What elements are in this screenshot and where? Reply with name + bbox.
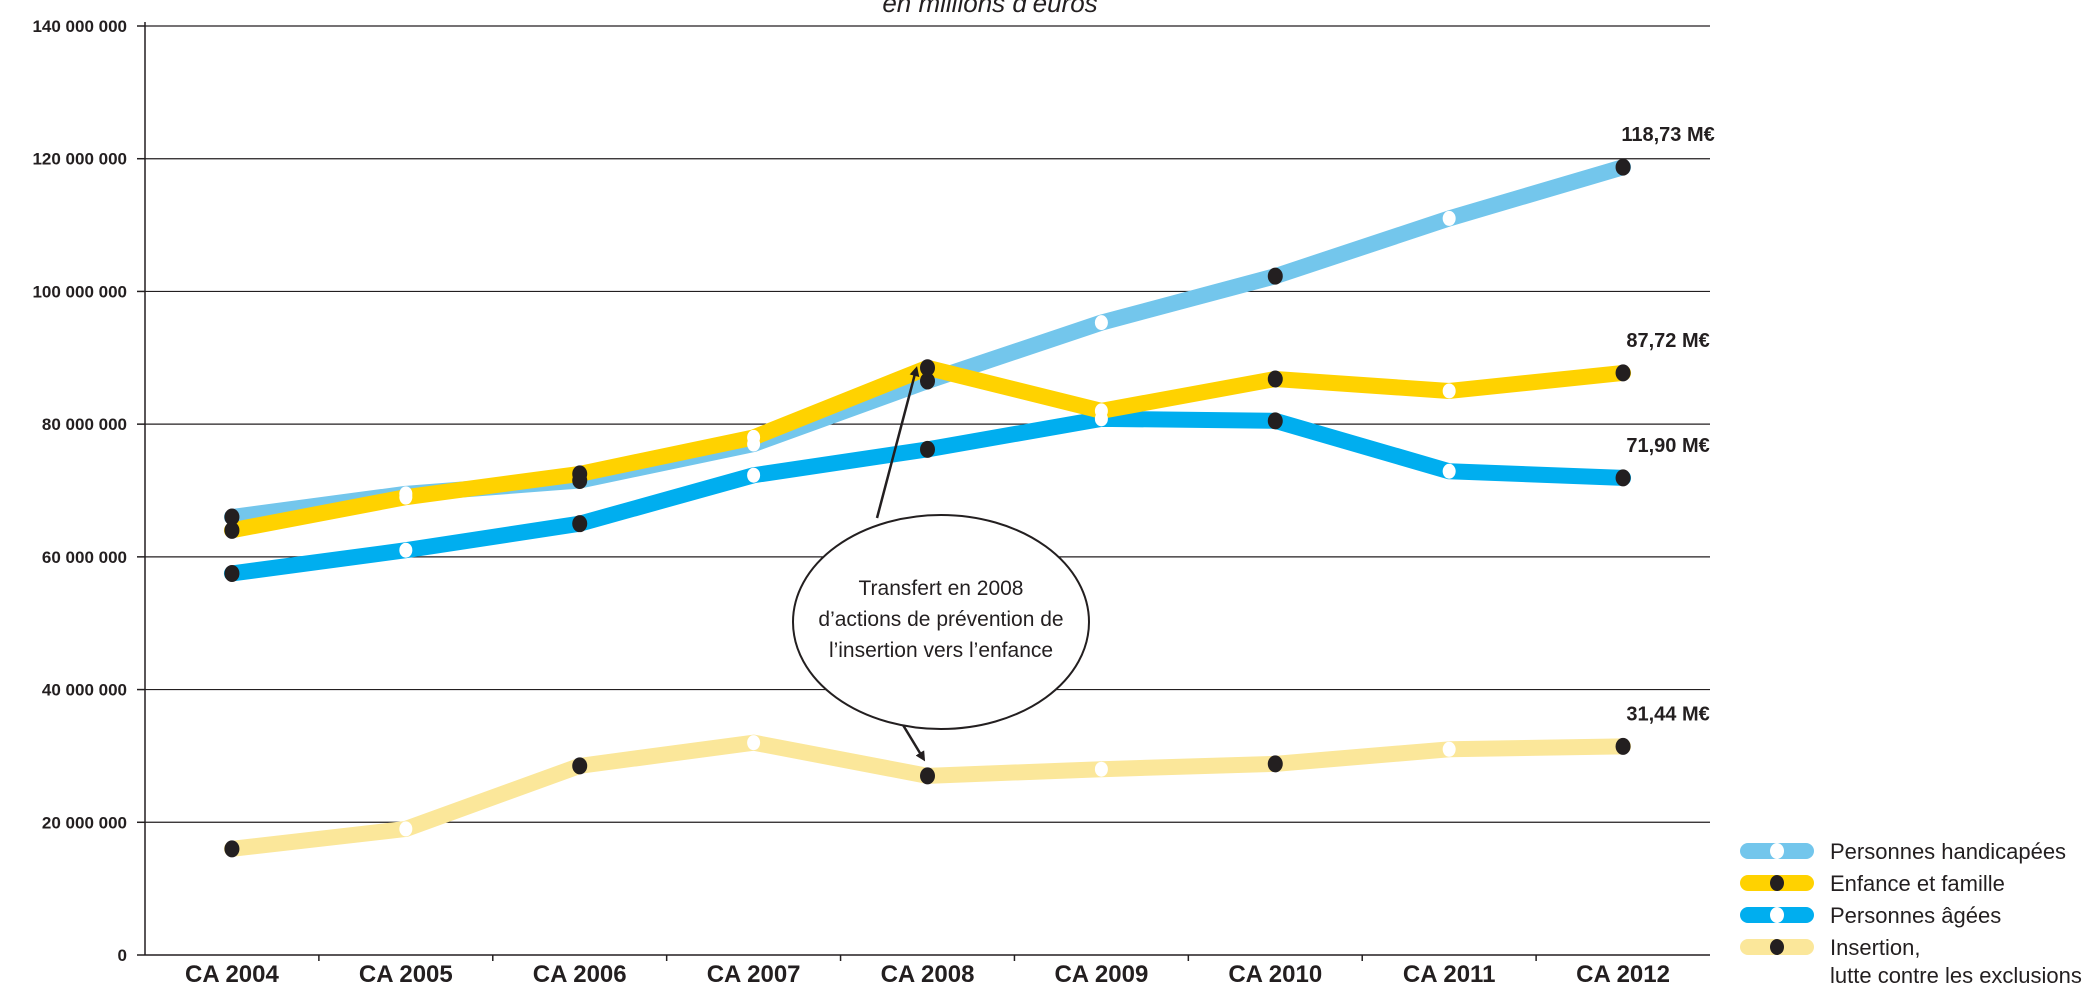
y-tick-label: 80 000 000 <box>42 415 127 434</box>
data-point <box>572 515 588 533</box>
x-tick-label: CA 2009 <box>1054 961 1148 987</box>
data-point <box>1615 737 1631 755</box>
data-point <box>920 359 935 377</box>
data-point <box>747 735 761 751</box>
x-tick-label: CA 2006 <box>533 961 627 987</box>
data-point <box>1267 370 1283 388</box>
data-point <box>747 467 761 483</box>
x-tick-label: CA 2011 <box>1403 961 1496 987</box>
data-point <box>1267 412 1283 430</box>
y-tick-label: 120 000 000 <box>32 150 127 169</box>
legend: Personnes handicapées Enfance et famille P… <box>1740 839 2082 987</box>
end-value-label: 118,73 M€ <box>1621 124 1714 146</box>
data-point <box>1442 210 1456 226</box>
legend-marker <box>1770 843 1784 859</box>
legend-marker <box>1770 875 1784 891</box>
data-point <box>1615 469 1631 487</box>
series-line-3 <box>223 734 1632 857</box>
annotation-line-2: d’actions de prévention de <box>818 608 1063 631</box>
legend-label: Insertion, <box>1830 935 1921 960</box>
data-point <box>1094 315 1108 331</box>
data-point <box>224 840 240 858</box>
data-point <box>1094 761 1108 777</box>
data-point <box>224 564 240 582</box>
x-tick-label: CA 2010 <box>1228 961 1322 987</box>
y-tick-label: 100 000 000 <box>32 282 127 301</box>
x-axis: CA 2004 CA 2005 CA 2006 CA 2007 CA 2008 CA 20… <box>145 954 1710 987</box>
annotation-line-3: l’insertion vers l’enfance <box>829 639 1053 662</box>
x-tick-label: CA 2005 <box>359 961 453 987</box>
data-point <box>1267 267 1283 285</box>
data-point <box>399 542 413 558</box>
data-point <box>399 821 413 837</box>
end-value-label: 87,72 M€ <box>1626 330 1709 352</box>
legend-label: Enfance et famille <box>1830 871 2005 896</box>
y-tick-label: 0 <box>118 946 127 965</box>
data-point <box>1442 383 1456 399</box>
data-point <box>399 489 413 505</box>
x-tick-label: CA 2012 <box>1576 961 1670 987</box>
end-value-label: 71,90 M€ <box>1626 435 1709 457</box>
legend-label: lutte contre les exclusions <box>1830 963 2082 987</box>
data-point <box>224 521 240 539</box>
y-tick-label: 40 000 000 <box>42 681 127 700</box>
annotation-line-1: Transfert en 2008 <box>859 577 1024 600</box>
chart-subtitle: en millions d’euros <box>882 0 1097 18</box>
annotation-arrow-down <box>901 724 926 762</box>
x-tick-label: CA 2004 <box>185 961 279 987</box>
data-point <box>224 508 240 526</box>
data-point <box>572 757 588 775</box>
x-tick-label: CA 2007 <box>707 961 801 987</box>
y-axis: 0 20 000 000 40 000 000 60 000 000 80 000 00… <box>32 17 146 965</box>
legend-label: Personnes âgées <box>1830 903 2001 928</box>
annotation-arrow-up <box>875 366 920 519</box>
annotation: Transfert en 2008 d’actions de préventio… <box>792 366 1090 762</box>
annotation-bubble <box>792 514 1090 730</box>
x-tick-label: CA 2008 <box>881 961 975 987</box>
end-value-labels: 118,73 M€ 87,72 M€ 71,90 M€ 31,44 M€ <box>1621 124 1714 725</box>
legend-marker <box>1770 907 1784 923</box>
data-point <box>920 767 935 785</box>
data-point <box>1442 741 1456 757</box>
data-point <box>1442 463 1456 479</box>
data-point <box>572 465 588 483</box>
data-point <box>1615 158 1631 176</box>
y-tick-label: 20 000 000 <box>42 813 127 832</box>
data-point <box>920 440 935 458</box>
series-lines <box>223 158 1632 858</box>
data-point <box>1094 403 1108 419</box>
legend-marker <box>1770 939 1784 955</box>
data-point <box>1615 364 1631 382</box>
legend-label: Personnes handicapées <box>1830 839 2066 864</box>
y-tick-label: 140 000 000 <box>32 17 127 36</box>
end-value-label: 31,44 M€ <box>1626 703 1709 725</box>
y-tick-label: 60 000 000 <box>42 548 127 567</box>
data-point <box>1267 755 1283 773</box>
data-point <box>747 429 761 445</box>
data-point <box>920 372 935 390</box>
